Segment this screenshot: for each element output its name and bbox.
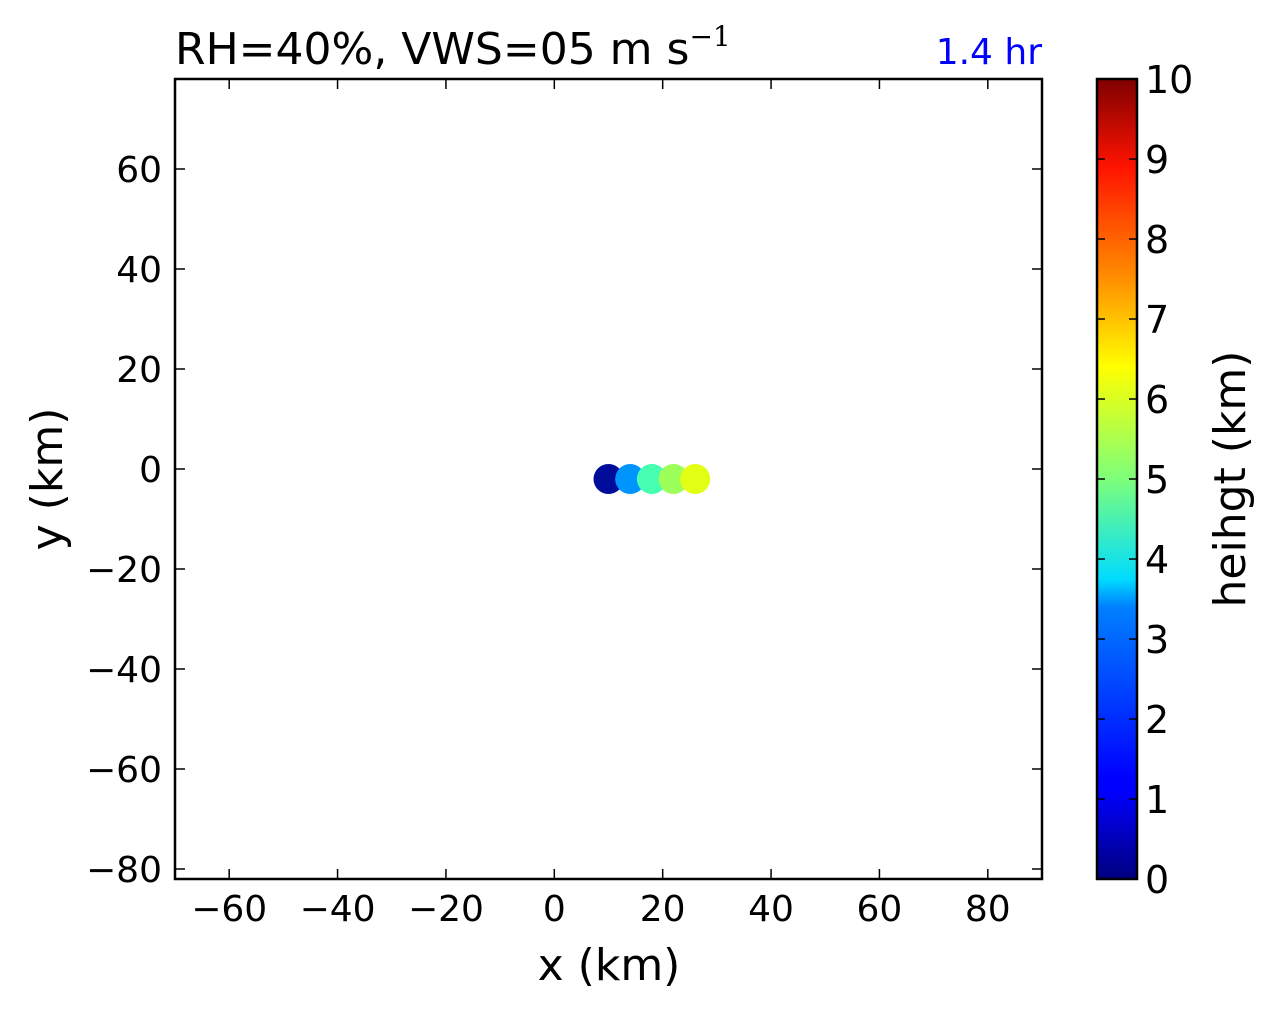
colorbar-tick-label: 5: [1145, 458, 1169, 502]
data-point: [636, 464, 667, 494]
colorbar-tick-label: 9: [1145, 138, 1169, 182]
y-axis-label: y (km): [22, 408, 73, 551]
y-tick-label: 20: [116, 350, 162, 391]
x-tick-label: −20: [408, 889, 484, 930]
y-tick-label: 40: [116, 250, 162, 291]
x-tick-label: 40: [748, 889, 794, 930]
y-tick-label: −80: [86, 850, 162, 891]
x-tick-label: −60: [191, 889, 267, 930]
colorbar-tick-label: 6: [1145, 378, 1169, 422]
data-point: [658, 464, 689, 494]
y-tick-label: 60: [116, 150, 162, 191]
chart-title: RH=40%, VWS=05 m s−1: [175, 20, 731, 75]
colorbar-tick-label: 3: [1145, 618, 1169, 662]
colorbar-tick-label: 7: [1145, 298, 1169, 342]
colorbar-tick-label: 8: [1145, 218, 1169, 262]
plot-area: −60 −40 −20 0 20 40 60 80 60 40 20 0 −20 −40 −60 −80: [86, 79, 1042, 930]
colorbar-tick-label: 4: [1145, 538, 1169, 582]
colorbar-label: heihgt (km): [1205, 351, 1256, 608]
x-tick-label: 80: [965, 889, 1011, 930]
colorbar-tick-label: 2: [1145, 698, 1169, 742]
y-tick-label: −20: [86, 550, 162, 591]
x-tick-label: 60: [857, 889, 903, 930]
x-tick-label: 0: [543, 889, 566, 930]
y-tick-label: −40: [86, 650, 162, 691]
x-tick-label: 20: [640, 889, 686, 930]
colorbar-ticks: 0 1 2 3 4 5 6 7 8 9 10: [1097, 58, 1193, 902]
y-tick-label: 0: [139, 450, 162, 491]
colorbar-tick-label: 0: [1145, 858, 1169, 902]
plot-frame: [173, 77, 1044, 881]
x-axis-label: x (km): [538, 940, 681, 991]
x-tick-label: −40: [300, 889, 376, 930]
data-point: [615, 464, 646, 494]
colorbar-tick-label: 10: [1145, 58, 1193, 102]
time-annotation: 1.4 hr: [936, 32, 1043, 73]
data-point: [680, 464, 711, 494]
data-point: [593, 464, 624, 494]
colorbar-tick-label: 1: [1145, 778, 1169, 822]
y-tick-label: −60: [86, 750, 162, 791]
